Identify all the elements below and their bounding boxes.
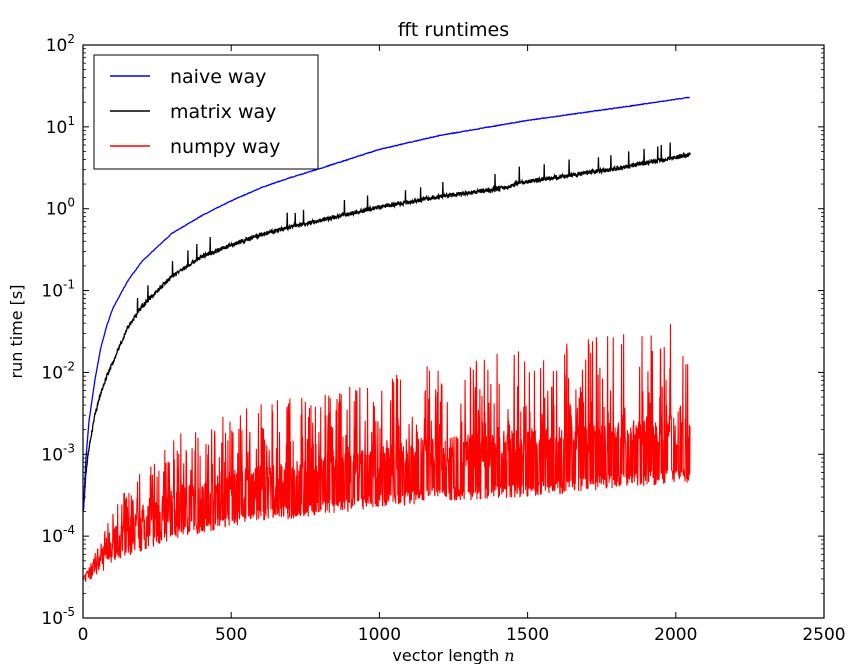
y-axis-title: run time [s] bbox=[7, 285, 26, 379]
x-axis-title-text: vector length bbox=[392, 646, 504, 664]
x-axis: 0 500 1000 1500 2000 2500 bbox=[78, 45, 846, 645]
x-tick-label: 0 bbox=[78, 625, 89, 645]
y-tick-base: 10 bbox=[41, 527, 63, 547]
y-tick-label: 101 bbox=[46, 114, 75, 138]
y-tick-exponent: 1 bbox=[67, 114, 75, 128]
x-axis-title-variable: n bbox=[504, 646, 514, 664]
matrix-way-line bbox=[82, 142, 691, 512]
numpy-way-line bbox=[82, 324, 691, 582]
x-tick-label: 500 bbox=[215, 625, 247, 645]
legend-label: numpy way bbox=[170, 136, 280, 158]
x-tick-label: 2000 bbox=[654, 625, 697, 645]
y-tick-base: 10 bbox=[41, 445, 63, 465]
naive-way-line bbox=[82, 96, 691, 512]
x-tick-label: 1000 bbox=[358, 625, 401, 645]
y-tick-label: 102 bbox=[46, 32, 75, 56]
y-tick-label: 10-1 bbox=[41, 278, 75, 302]
y-tick-label: 10-4 bbox=[41, 523, 75, 547]
y-tick-label: 10-2 bbox=[41, 359, 75, 383]
y-tick-exponent: -5 bbox=[63, 605, 75, 619]
legend-frame bbox=[93, 54, 319, 170]
y-tick-exponent: -3 bbox=[63, 441, 75, 455]
y-tick-exponent: 0 bbox=[67, 196, 75, 210]
y-tick-label: 10-5 bbox=[41, 605, 75, 629]
y-tick-base: 10 bbox=[41, 363, 63, 383]
y-tick-label: 10-3 bbox=[41, 441, 75, 465]
x-tick-label: 2500 bbox=[802, 625, 845, 645]
legend-label: matrix way bbox=[170, 101, 276, 123]
y-tick-exponent: 2 bbox=[67, 32, 75, 46]
x-axis-title: vector length n bbox=[392, 646, 514, 664]
x-tick-label: 1500 bbox=[506, 625, 549, 645]
plot-frame bbox=[82, 44, 825, 619]
y-tick-exponent: -1 bbox=[63, 278, 75, 292]
y-tick-base: 10 bbox=[41, 282, 63, 302]
y-tick-base: 10 bbox=[46, 118, 68, 138]
y-tick-base: 10 bbox=[41, 609, 63, 629]
y-tick-label: 100 bbox=[46, 196, 75, 220]
series-layer bbox=[82, 96, 691, 582]
legend: naive way matrix way numpy way bbox=[93, 54, 319, 170]
y-tick-base: 10 bbox=[46, 200, 68, 220]
y-tick-exponent: -4 bbox=[63, 523, 75, 537]
legend-label: naive way bbox=[170, 66, 266, 88]
chart-title: fft runtimes bbox=[398, 19, 509, 41]
y-tick-exponent: -2 bbox=[63, 359, 75, 373]
y-tick-base: 10 bbox=[46, 36, 68, 56]
